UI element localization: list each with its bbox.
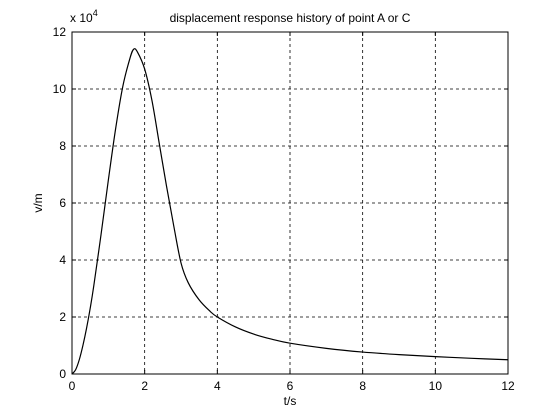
plot-frame <box>71 31 509 375</box>
y-tick-label: 0 <box>59 367 66 381</box>
tick-labels: 0 2 4 6 8 10 12 0 2 4 6 8 10 12 <box>53 25 515 393</box>
y-tick-label: 4 <box>59 253 66 267</box>
y-axis-label: v/m <box>31 193 45 212</box>
y-tick-label: 6 <box>59 196 66 210</box>
y-axis-multiplier-exponent: 4 <box>93 8 98 18</box>
y-tick-label: 12 <box>53 25 67 39</box>
x-tick-label: 4 <box>214 379 221 393</box>
y-tick-label: 8 <box>59 139 66 153</box>
grid-lines <box>72 32 508 374</box>
x-tick-label: 10 <box>429 379 443 393</box>
x-tick-label: 0 <box>69 379 76 393</box>
x-tick-label: 8 <box>359 379 366 393</box>
y-tick-label: 2 <box>59 310 66 324</box>
y-axis-multiplier: x 104 <box>70 8 98 25</box>
x-tick-label: 12 <box>501 379 515 393</box>
y-tick-label: 10 <box>53 82 67 96</box>
x-tick-label: 6 <box>287 379 294 393</box>
series-line <box>71 48 509 375</box>
y-axis-multiplier-base: x 10 <box>70 11 93 25</box>
chart-title: displacement response history of point A… <box>170 11 411 25</box>
x-tick-label: 2 <box>141 379 148 393</box>
x-axis-label: t/s <box>284 394 297 408</box>
